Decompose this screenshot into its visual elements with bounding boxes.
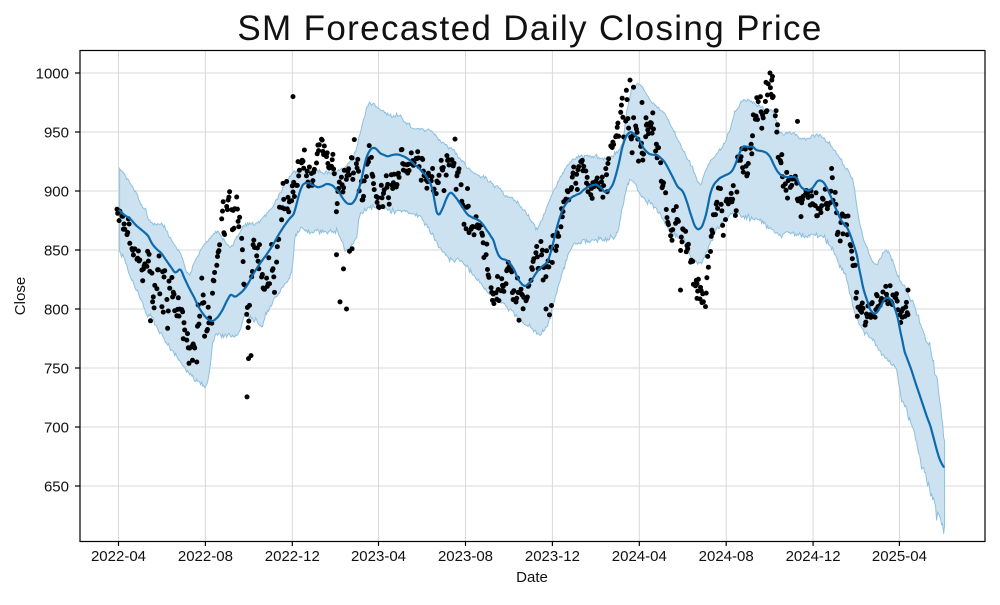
svg-text:SM Forecasted Daily Closing Pr: SM Forecasted Daily Closing Price [237,9,822,48]
svg-text:Close: Close [12,277,29,315]
svg-text:2024-04: 2024-04 [612,548,667,565]
svg-text:2023-08: 2023-08 [438,548,493,565]
svg-text:800: 800 [44,301,69,318]
svg-text:2022-08: 2022-08 [178,548,233,565]
svg-text:950: 950 [44,124,69,141]
svg-text:750: 750 [44,360,69,377]
svg-text:2022-04: 2022-04 [91,548,146,565]
svg-text:2024-08: 2024-08 [699,548,754,565]
svg-text:2023-12: 2023-12 [525,548,580,565]
svg-text:Date: Date [516,569,548,586]
svg-text:2022-12: 2022-12 [265,548,320,565]
svg-text:2023-04: 2023-04 [351,548,406,565]
svg-text:700: 700 [44,419,69,436]
svg-text:1000: 1000 [36,65,69,82]
svg-text:900: 900 [44,183,69,200]
svg-text:650: 650 [44,478,69,495]
svg-text:850: 850 [44,242,69,259]
svg-text:2025-04: 2025-04 [872,548,927,565]
svg-text:2024-12: 2024-12 [786,548,841,565]
